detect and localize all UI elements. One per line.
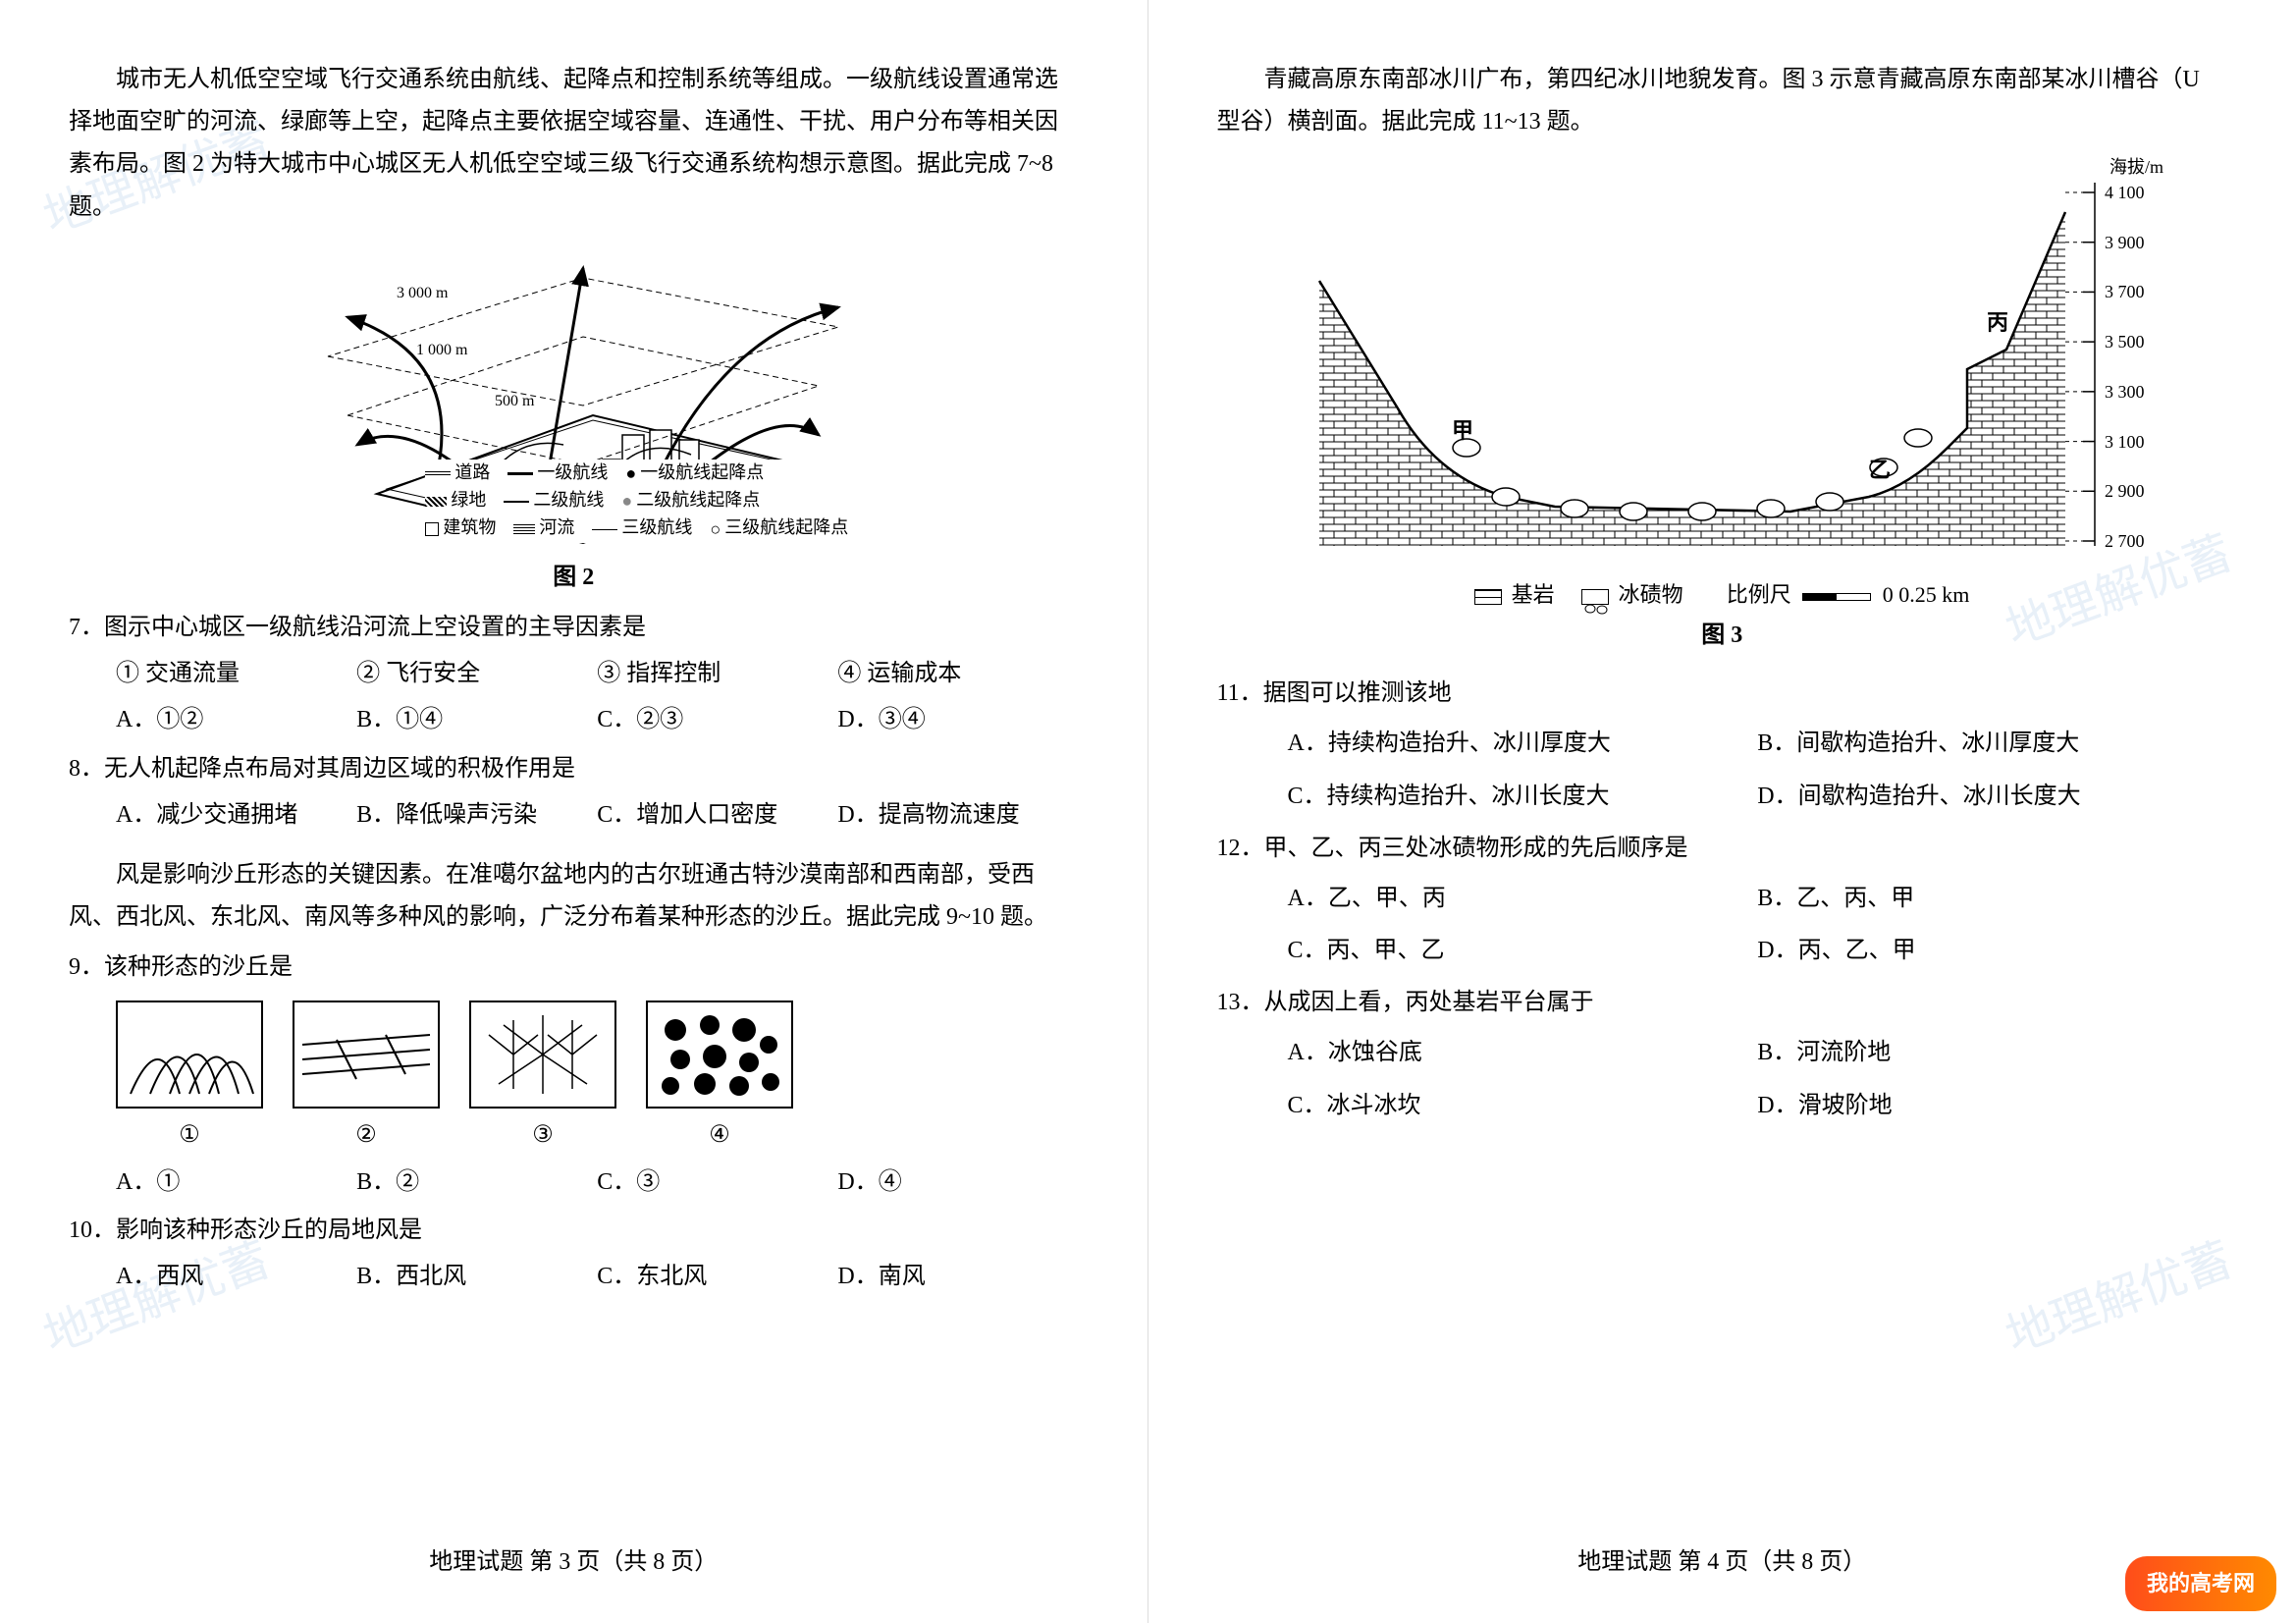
- q7-stem: 7．图示中心城区一级航线沿河流上空设置的主导因素是: [69, 607, 1079, 649]
- q11-stem: 11．据图可以推测该地: [1217, 673, 2228, 715]
- q8-opt-b: B．降低噪声污染: [356, 794, 597, 837]
- figure-3-legend: 基岩 冰碛物 比例尺 0 0.25 km: [1217, 575, 2228, 615]
- dim-500: 500 m: [495, 393, 535, 409]
- marker-bing: 丙: [1987, 310, 2008, 335]
- q9-opt-c: C．③: [597, 1162, 837, 1204]
- q11-opt-d: D．间歇构造抬升、冰川长度大: [1757, 776, 2227, 818]
- svg-text:2 700: 2 700: [2105, 531, 2145, 551]
- figure-2-legend: 道路 一级航线 ●一级航线起降点 绿地 二级航线 ●二级航线起降点 建筑物 河流…: [425, 460, 848, 543]
- site-badge[interactable]: 我的高考网: [2125, 1556, 2276, 1611]
- marker-jia: 甲: [1452, 418, 1473, 443]
- q7-opt-c: C．②③: [597, 699, 837, 741]
- q8-stem: 8．无人机起降点布局对其周边区域的积极作用是: [69, 748, 1079, 790]
- q9-opt-b: B．②: [356, 1162, 597, 1204]
- dune-image-1: [116, 1001, 263, 1109]
- marker-yi: 乙: [1869, 458, 1891, 482]
- q13-opt-c: C．冰斗冰坎: [1288, 1085, 1758, 1127]
- dim-3000: 3 000 m: [397, 285, 449, 301]
- q10-opt-d: D．南风: [837, 1256, 1078, 1298]
- q10-stem: 10．影响该种形态沙丘的局地风是: [69, 1210, 1079, 1252]
- svg-text:3 500: 3 500: [2105, 332, 2145, 352]
- q9-opt-a: A．①: [116, 1162, 356, 1204]
- svg-text:3 700: 3 700: [2105, 282, 2145, 301]
- q8-opt-c: C．增加人口密度: [597, 794, 837, 837]
- q13-stem: 13．从成因上看，丙处基岩平台属于: [1217, 982, 2228, 1024]
- figure-2-caption: 图 2: [69, 557, 1079, 599]
- intro-q7-8: 城市无人机低空空域飞行交通系统由航线、起降点和控制系统等组成。一级航线设置通常选…: [69, 59, 1079, 229]
- q12-opt-c: C．丙、甲、乙: [1288, 930, 1758, 972]
- q7-item-4: ④ 运输成本: [837, 653, 1078, 695]
- svg-text:3 100: 3 100: [2105, 432, 2145, 452]
- q8-opt-a: A．减少交通拥堵: [116, 794, 356, 837]
- q7-item-1: ① 交通流量: [116, 653, 356, 695]
- figure-3-caption: 图 3: [1217, 615, 2228, 657]
- svg-text:4 100: 4 100: [2105, 183, 2145, 202]
- axis-label: 海拔/m: [2109, 157, 2163, 177]
- question-8: 8．无人机起降点布局对其周边区域的积极作用是 A．减少交通拥堵 B．降低噪声污染…: [69, 748, 1079, 837]
- q7-opt-d: D．③④: [837, 699, 1078, 741]
- page-4: 地理解优蓄 地理解优蓄 青藏高原东南部冰川广布，第四纪冰川地貌发育。图 3 示意…: [1148, 0, 2296, 1623]
- q9-opt-d: D．④: [837, 1162, 1078, 1204]
- q12-opt-b: B．乙、丙、甲: [1757, 878, 2227, 920]
- svg-text:3 300: 3 300: [2105, 382, 2145, 402]
- q13-opt-b: B．河流阶地: [1757, 1032, 2227, 1074]
- q11-opt-c: C．持续构造抬升、冰川长度大: [1288, 776, 1758, 818]
- question-13: 13．从成因上看，丙处基岩平台属于 A．冰蚀谷底 B．河流阶地 C．冰斗冰坎 D…: [1217, 982, 2228, 1127]
- question-7: 7．图示中心城区一级航线沿河流上空设置的主导因素是 ① 交通流量 ② 飞行安全 …: [69, 607, 1079, 742]
- question-12: 12．甲、乙、丙三处冰碛物形成的先后顺序是 A．乙、甲、丙 B．乙、丙、甲 C．…: [1217, 828, 2228, 973]
- q7-opt-b: B．①④: [356, 699, 597, 741]
- question-11: 11．据图可以推测该地 A．持续构造抬升、冰川厚度大 B．间歇构造抬升、冰川厚度…: [1217, 673, 2228, 818]
- figure-3: 海拔/m 4 100 3 900 3 700 3 500 3 300 3 100 2 900…: [1280, 153, 2163, 566]
- intro-q11-13: 青藏高原东南部冰川广布，第四纪冰川地貌发育。图 3 示意青藏高原东南部某冰川槽谷…: [1217, 59, 2228, 143]
- page-3-footer: 地理试题 第 3 页（共 8 页）: [0, 1542, 1148, 1584]
- q7-opt-a: A．①②: [116, 699, 356, 741]
- q9-stem: 9．该种形态的沙丘是: [69, 947, 1079, 989]
- dune-image-3: [469, 1001, 616, 1109]
- q13-opt-d: D．滑坡阶地: [1757, 1085, 2227, 1127]
- dune-image-4: [646, 1001, 793, 1109]
- svg-text:2 900: 2 900: [2105, 481, 2145, 501]
- q10-opt-c: C．东北风: [597, 1256, 837, 1298]
- q7-item-2: ② 飞行安全: [356, 653, 597, 695]
- dune-label-4: ④: [646, 1114, 793, 1157]
- dim-1000: 1 000 m: [416, 342, 468, 358]
- dune-label-3: ③: [469, 1114, 616, 1157]
- dune-image-2: [293, 1001, 440, 1109]
- dune-label-2: ②: [293, 1114, 440, 1157]
- figure-2: 3 000 m 1 000 m 500 m 道路 一级航线 ●一级航线起降点 绿…: [289, 239, 858, 553]
- page-4-footer: 地理试题 第 4 页（共 8 页）: [1148, 1542, 2296, 1584]
- q10-opt-a: A．西风: [116, 1256, 356, 1298]
- q10-opt-b: B．西北风: [356, 1256, 597, 1298]
- q12-opt-a: A．乙、甲、丙: [1288, 878, 1758, 920]
- q7-item-3: ③ 指挥控制: [597, 653, 837, 695]
- svg-text:3 900: 3 900: [2105, 233, 2145, 252]
- q11-opt-a: A．持续构造抬升、冰川厚度大: [1288, 723, 1758, 765]
- q8-opt-d: D．提高物流速度: [837, 794, 1078, 837]
- watermark: 地理解优蓄: [1994, 1219, 2244, 1380]
- q12-stem: 12．甲、乙、丙三处冰碛物形成的先后顺序是: [1217, 828, 2228, 870]
- dune-label-1: ①: [116, 1114, 263, 1157]
- page-spread: 地理解优蓄 地理解优蓄 城市无人机低空空域飞行交通系统由航线、起降点和控制系统等…: [0, 0, 2296, 1623]
- page-3: 地理解优蓄 地理解优蓄 城市无人机低空空域飞行交通系统由航线、起降点和控制系统等…: [0, 0, 1148, 1623]
- q11-opt-b: B．间歇构造抬升、冰川厚度大: [1757, 723, 2227, 765]
- question-10: 10．影响该种形态沙丘的局地风是 A．西风 B．西北风 C．东北风 D．南风: [69, 1210, 1079, 1298]
- intro-q9-10: 风是影响沙丘形态的关键因素。在准噶尔盆地内的古尔班通古特沙漠南部和西南部，受西风…: [69, 854, 1079, 939]
- q12-opt-d: D．丙、乙、甲: [1757, 930, 2227, 972]
- q13-opt-a: A．冰蚀谷底: [1288, 1032, 1758, 1074]
- question-9: 9．该种形态的沙丘是 ①: [69, 947, 1079, 1204]
